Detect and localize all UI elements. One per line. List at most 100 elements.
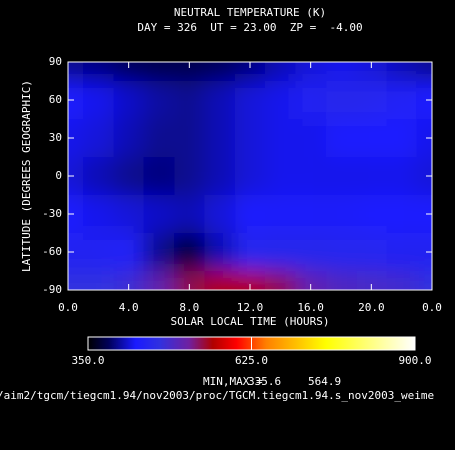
y-tick-label: -90 (42, 283, 62, 296)
x-axis-label: SOLAR LOCAL TIME (HOURS) (171, 315, 330, 328)
heatmap-cell (234, 81, 266, 119)
heatmap-cell (325, 271, 357, 290)
heatmap-cell (113, 62, 144, 81)
heatmap-cell (174, 62, 205, 81)
heatmap-area (68, 62, 432, 290)
heatmap-cell (416, 119, 432, 157)
heatmap-cell (204, 195, 235, 233)
heatmap-cell (83, 62, 114, 81)
colorbar-tick-label: 625.0 (235, 354, 268, 367)
heatmap-cell (68, 271, 84, 290)
heatmap-cell (265, 119, 296, 157)
x-tick-label: 12.0 (237, 301, 264, 314)
heatmap-cell (325, 119, 357, 157)
heatmap-cell (113, 119, 144, 157)
heatmap-cell (83, 233, 114, 271)
heatmap-cell (265, 81, 296, 119)
heatmap-cell (416, 62, 432, 81)
x-tick-label: 4.0 (119, 301, 139, 314)
file-path: /aim2/tgcm/tiegcm1.94/nov2003/proc/TGCM.… (0, 389, 434, 402)
heatmap-cell (325, 233, 357, 271)
heatmap-cell (356, 233, 387, 271)
heatmap-cell (143, 271, 175, 290)
heatmap-cell (68, 119, 84, 157)
heatmap-cell (265, 271, 296, 290)
x-tick-label: 16.0 (297, 301, 324, 314)
heatmap-cell (83, 119, 114, 157)
heatmap-cell (204, 157, 235, 195)
colorbar-tick-label: 350.0 (71, 354, 104, 367)
heatmap-cell (295, 119, 326, 157)
heatmap-cell (143, 81, 175, 119)
heatmap-cell (113, 233, 144, 271)
x-tick-label: 20.0 (358, 301, 385, 314)
heatmap-cell (386, 157, 417, 195)
heatmap-cell (143, 157, 175, 195)
heatmap-cell (356, 62, 387, 81)
x-tick-label: 0.0 (422, 301, 442, 314)
heatmap-cell (234, 62, 266, 81)
heatmap-cell (386, 62, 417, 81)
heatmap-cell (174, 195, 205, 233)
heatmap-cell (386, 119, 417, 157)
heatmap-cell (143, 62, 175, 81)
heatmap-cell (325, 195, 357, 233)
heatmap-cell (416, 233, 432, 271)
heatmap-cell (356, 195, 387, 233)
heatmap-cell (234, 233, 266, 271)
min-max-label: MIN,MAX = (203, 375, 263, 388)
heatmap-cell (295, 62, 326, 81)
heatmap-cell (265, 62, 296, 81)
heatmap-cell (295, 233, 326, 271)
heatmap-cell (265, 195, 296, 233)
heatmap-cell (143, 195, 175, 233)
heatmap-cell (295, 157, 326, 195)
heatmap-cell (265, 233, 296, 271)
heatmap-cell (204, 62, 235, 81)
heatmap-cell (386, 81, 417, 119)
heatmap-cell (113, 195, 144, 233)
heatmap-cell (204, 271, 235, 290)
heatmap-cell (325, 81, 357, 119)
heatmap-cell (174, 271, 205, 290)
heatmap-cell (234, 157, 266, 195)
heatmap-cell (174, 119, 205, 157)
y-tick-label: 90 (49, 55, 62, 68)
heatmap-cell (83, 157, 114, 195)
heatmap-cell (143, 119, 175, 157)
y-tick-label: 0 (55, 169, 62, 182)
heatmap-cell (416, 271, 432, 290)
heatmap-cell (416, 195, 432, 233)
x-tick-label: 8.0 (179, 301, 199, 314)
heatmap-cell (416, 157, 432, 195)
heatmap-cell (174, 233, 205, 271)
y-axis-label: LATITUDE (DEGREES GEOGRAPHIC) (20, 80, 33, 272)
heatmap-cell (356, 119, 387, 157)
heatmap-cell (174, 81, 205, 119)
heatmap-cell (386, 195, 417, 233)
y-tick-label: -60 (42, 245, 62, 258)
heatmap-cell (356, 157, 387, 195)
heatmap-cell (83, 271, 114, 290)
heatmap-cell (113, 157, 144, 195)
heatmap-cell (295, 81, 326, 119)
heatmap-cell (295, 195, 326, 233)
heatmap-cell (386, 271, 417, 290)
chart-subtitle: DAY = 326 UT = 23.00 ZP = -4.00 (137, 21, 362, 34)
heatmap-cell (234, 271, 266, 290)
heatmap-cell (234, 195, 266, 233)
heatmap-cell (325, 157, 357, 195)
heatmap-cell (356, 81, 387, 119)
heatmap-cell (83, 195, 114, 233)
heatmap-cell (265, 157, 296, 195)
heatmap-cell (83, 81, 114, 119)
heatmap-cell (174, 157, 205, 195)
min-value: 335.6 (248, 375, 281, 388)
heatmap-cell (113, 81, 144, 119)
colorbar-tick-label: 900.0 (398, 354, 431, 367)
heatmap-cell (325, 62, 357, 81)
heatmap-cell (143, 233, 175, 271)
heatmap-cell (68, 62, 84, 81)
